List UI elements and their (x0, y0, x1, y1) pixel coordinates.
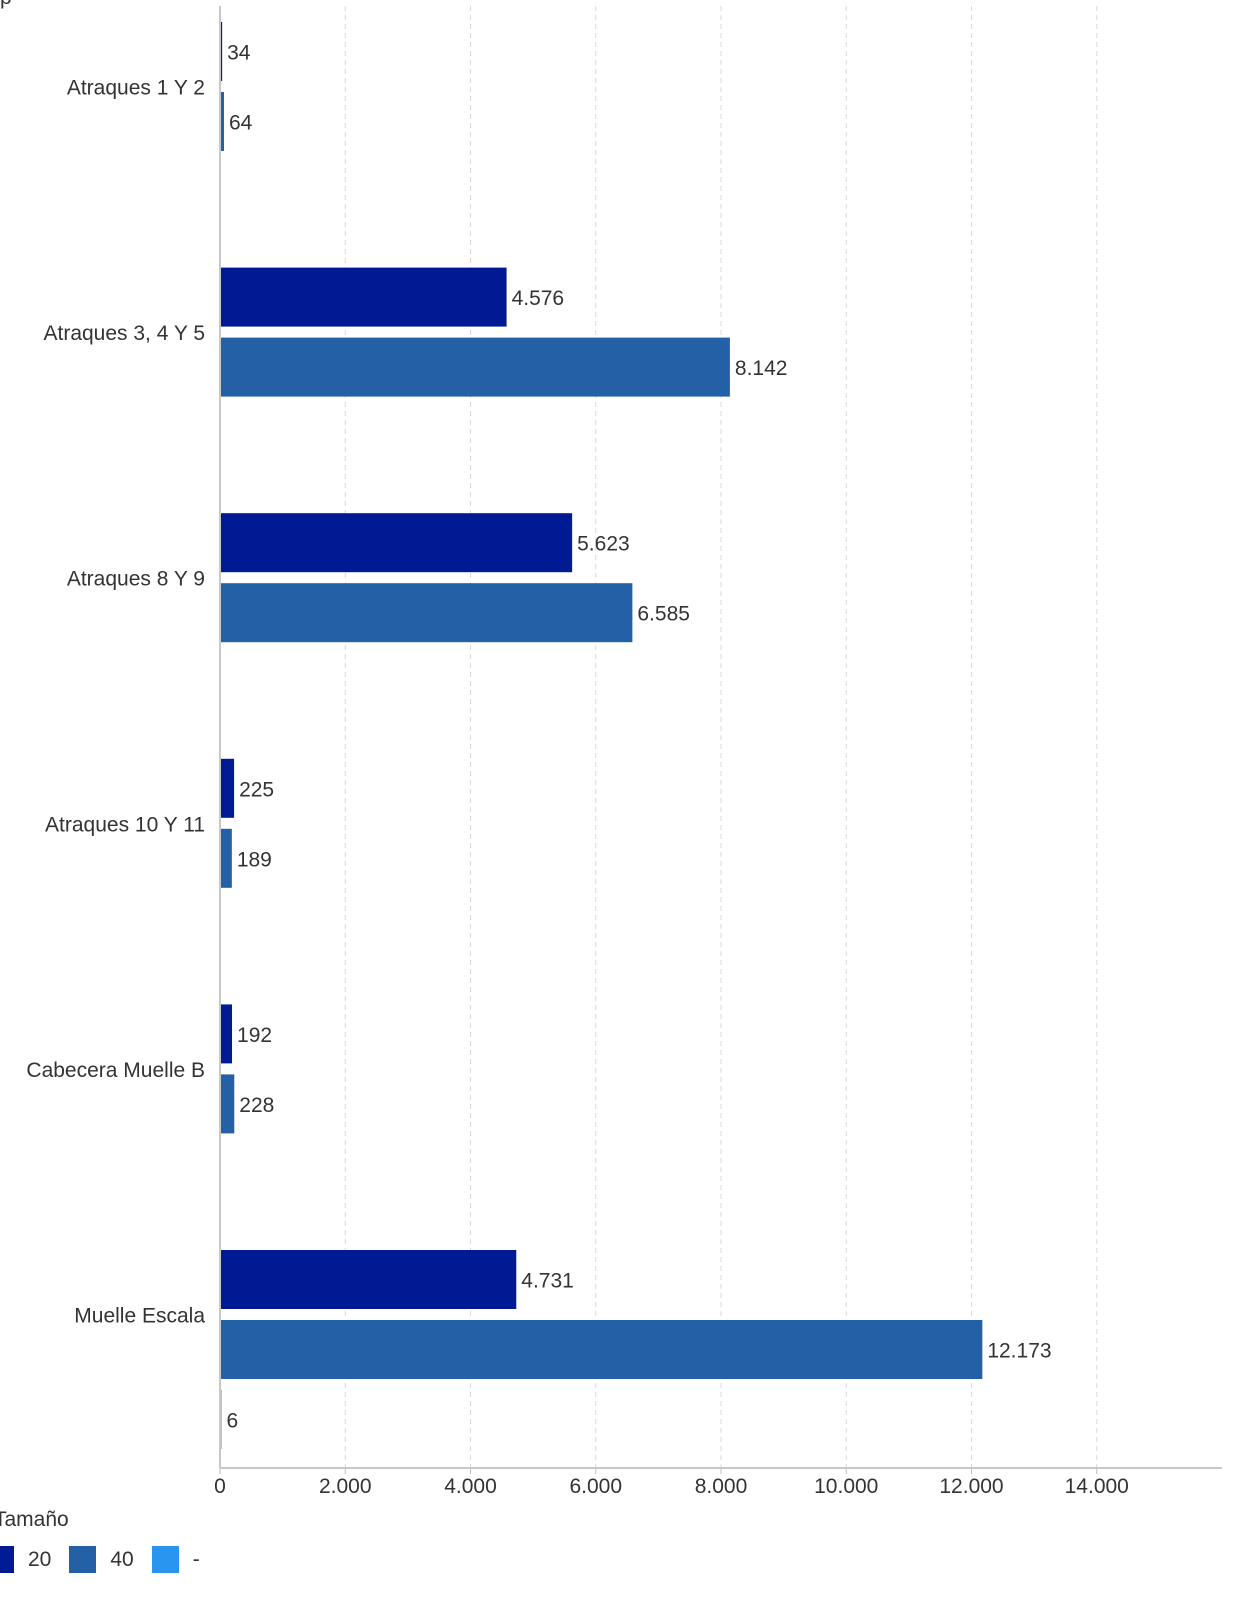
data-label: 5.623 (577, 533, 630, 556)
bar-20-1 (220, 267, 507, 327)
bar-40-2 (220, 583, 633, 643)
data-label: 225 (239, 778, 274, 801)
x-tick-label: 6.000 (569, 1475, 622, 1498)
legend-title: Tamaño (0, 1508, 69, 1531)
legend-item[interactable]: 20 (0, 1546, 51, 1573)
bar-chart: 0 2.000 4.000 6.000 8.000 10.000 12.000 14.000 … (26, 6, 1222, 1498)
legend-label: 20 (28, 1547, 52, 1571)
data-label: 64 (229, 112, 253, 135)
x-tick-label: 10.000 (814, 1475, 878, 1498)
category-label: Atraques 10 Y 11 (45, 813, 205, 836)
legend-swatch (69, 1546, 97, 1573)
x-tick-label: 0 (214, 1475, 226, 1498)
bar-20-2 (220, 513, 573, 573)
x-tick-label: 4.000 (444, 1475, 497, 1498)
bar-40-4 (220, 1074, 235, 1134)
legend-swatch (0, 1546, 14, 1573)
data-label: 34 (227, 42, 251, 65)
data-label: 189 (237, 848, 272, 871)
data-label: 228 (239, 1094, 274, 1117)
data-label: 4.576 (512, 287, 565, 310)
data-label: 6 (227, 1410, 239, 1433)
category-label: Atraques 3, 4 Y 5 (43, 322, 205, 345)
category-label: Atraques 8 Y 9 (67, 568, 205, 591)
grid-lines (344, 6, 1098, 1468)
category-label: Atraques 1 Y 2 (67, 77, 205, 100)
category-label: Muelle Escala (74, 1305, 205, 1328)
bar-20-5 (220, 1250, 517, 1309)
legend-items: 20 40 - (0, 1546, 218, 1573)
labels: Atraques 1 Y 2 34 64 Atraques 3, 4 Y 5 4.576… (26, 42, 1051, 1433)
bar-20-0 (220, 22, 223, 81)
bars (220, 22, 983, 1449)
x-tick-label: 14.000 (1065, 1475, 1129, 1498)
legend-swatch (151, 1546, 179, 1573)
legend: Tamaño 20 40 - (0, 1508, 1250, 1602)
x-tick-label: 12.000 (939, 1475, 1003, 1498)
category-label: Cabecera Muelle B (26, 1059, 205, 1082)
legend-label: 40 (110, 1547, 134, 1571)
legend-item[interactable]: - (151, 1546, 200, 1573)
data-label: 8.142 (735, 357, 788, 380)
x-tick-label: 2.000 (319, 1475, 372, 1498)
legend-item[interactable]: 40 (69, 1546, 134, 1573)
data-label: 6.585 (637, 603, 690, 626)
legend-label: - (192, 1547, 200, 1571)
bar-40-3 (220, 828, 232, 888)
bar-40-5 (220, 1320, 983, 1379)
axes: 0 2.000 4.000 6.000 8.000 10.000 12.000 14.000 (214, 6, 1222, 1498)
corner-label: p (0, 0, 12, 10)
bar-20-4 (220, 1004, 233, 1064)
x-tick-label: 8.000 (695, 1475, 748, 1498)
bar-20-3 (220, 758, 235, 818)
data-label: 12.173 (987, 1340, 1051, 1363)
data-label: 192 (237, 1024, 272, 1047)
bar-40-0 (220, 92, 225, 151)
bar-40-1 (220, 337, 730, 397)
data-label: 4.731 (521, 1270, 574, 1293)
